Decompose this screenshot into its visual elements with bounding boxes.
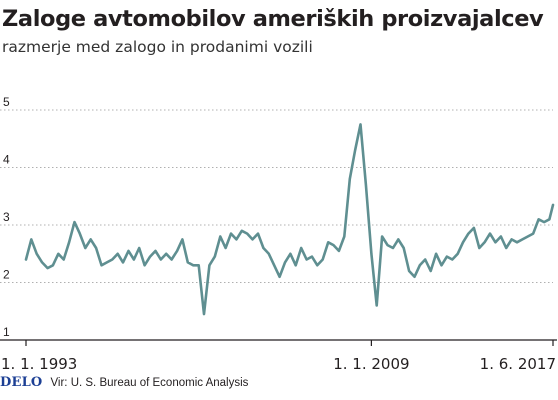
x-tick-label-0: 1. 1. 1993 — [1, 355, 77, 373]
source-note: Vir: U. S. Bureau of Economic Analysis — [50, 377, 249, 389]
y-tick-label-4: 4 — [3, 153, 10, 167]
chart-subtitle: razmerje med zalogo in prodanimi vozili — [2, 38, 313, 56]
y-tick-label-5: 5 — [3, 95, 10, 109]
x-tick-layer: 1. 1. 1993 1. 1. 2009 1. 6. 2017 — [1, 340, 556, 373]
x-tick-label-2: 1. 6. 2017 — [480, 355, 556, 373]
y-tick-label-1: 1 — [3, 325, 10, 339]
chart-title: Zaloge avtomobilov ameriških proizvajalc… — [2, 6, 544, 32]
y-tick-labels: 1 2 3 4 5 — [3, 95, 10, 339]
brand-logo: DELO — [0, 375, 43, 390]
grid-layer — [0, 109, 553, 283]
y-tick-label-2: 2 — [3, 268, 10, 282]
footer: DELO Vir: U. S. Bureau of Economic Analy… — [0, 375, 248, 390]
series-line — [24, 123, 555, 316]
x-tick-label-1: 1. 1. 2009 — [333, 355, 409, 373]
y-tick-label-3: 3 — [3, 210, 10, 224]
